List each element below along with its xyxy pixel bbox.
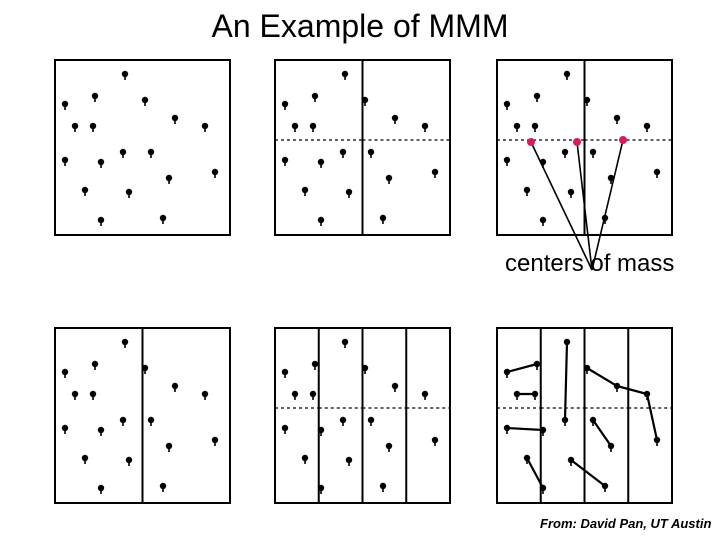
panel bbox=[275, 328, 450, 503]
mmm-diagram bbox=[0, 8, 720, 548]
centers-of-mass-label: centers of mass bbox=[505, 250, 674, 278]
center-of-mass-marker bbox=[527, 138, 535, 146]
center-of-mass-marker bbox=[573, 138, 581, 146]
panel bbox=[55, 60, 230, 235]
center-of-mass-marker bbox=[619, 136, 627, 144]
panel bbox=[55, 328, 230, 503]
attribution-text: From: David Pan, UT Austin bbox=[540, 516, 711, 531]
panel bbox=[497, 328, 672, 503]
panel bbox=[497, 60, 672, 270]
panel bbox=[275, 60, 450, 235]
